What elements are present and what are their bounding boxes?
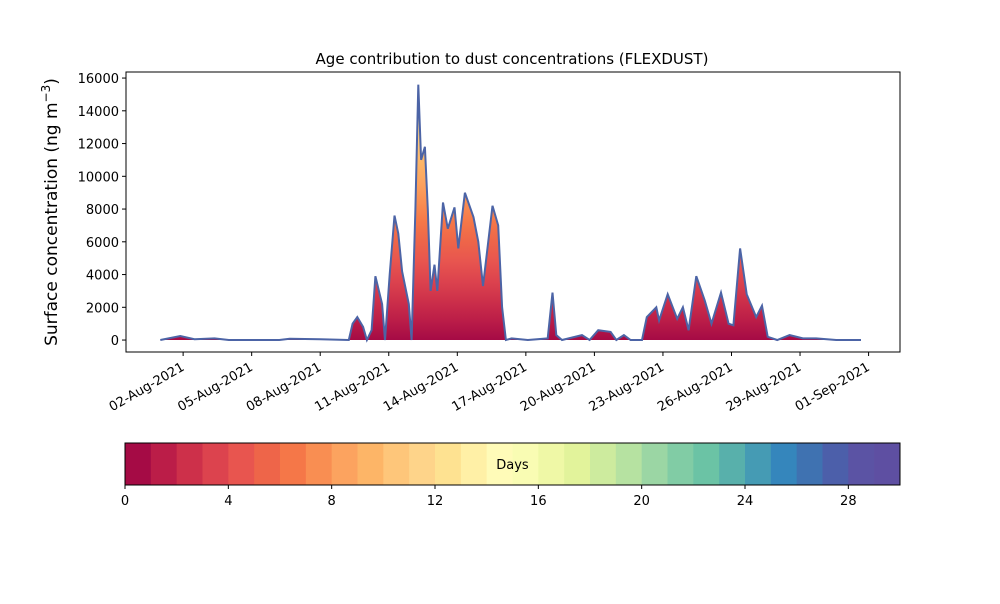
colorbar-tick-label: 28 xyxy=(840,494,857,509)
colorbar-cell xyxy=(667,443,694,485)
colorbar-cell xyxy=(331,443,358,485)
total-line xyxy=(160,84,861,343)
colorbar-cell xyxy=(305,443,333,485)
y-tick-label: 4000 xyxy=(86,269,119,284)
colorbar-cell xyxy=(874,443,901,485)
colorbar-cell xyxy=(796,443,823,485)
colorbar-cell xyxy=(538,443,565,485)
y-axis-label: Surface concentration (ng m−3) xyxy=(39,78,62,346)
colorbar-tick-label: 20 xyxy=(633,494,650,509)
y-tick-label: 0 xyxy=(111,334,119,349)
colorbar-cell xyxy=(280,443,307,485)
colorbar-cell xyxy=(719,443,746,485)
colorbar-cell xyxy=(615,443,643,485)
colorbar-tick-label: 8 xyxy=(328,494,336,509)
chart-title: Age contribution to dust concentrations … xyxy=(316,50,709,68)
x-tick-label: 23-Aug-2021 xyxy=(587,360,667,415)
colorbar-frame xyxy=(124,442,901,486)
colorbar-tick-label: 16 xyxy=(530,494,547,509)
colorbar-cell xyxy=(254,443,281,485)
x-tick-label: 29-Aug-2021 xyxy=(724,360,804,415)
colorbar-cell xyxy=(383,443,410,485)
colorbar-cell xyxy=(357,443,384,485)
y-axis-label-sup: −3 xyxy=(39,85,53,103)
age-area xyxy=(160,84,861,341)
x-tick-label: 08-Aug-2021 xyxy=(244,360,324,415)
colorbar-cell xyxy=(435,443,462,485)
y-tick-label: 14000 xyxy=(78,105,119,120)
colorbar-cell xyxy=(460,443,488,485)
colorbar-label: Days xyxy=(496,458,529,473)
y-axis-label-text: Surface concentration (ng m xyxy=(42,102,62,345)
colorbar-cell xyxy=(770,443,798,485)
colorbar-cell xyxy=(564,443,591,485)
colorbar-tick-label: 4 xyxy=(224,494,232,509)
x-tick-label: 11-Aug-2021 xyxy=(312,360,392,415)
x-tick-label: 02-Aug-2021 xyxy=(107,360,187,415)
colorbar-cell xyxy=(150,443,178,485)
x-tick-label: 17-Aug-2021 xyxy=(450,360,530,415)
y-tick-label: 12000 xyxy=(78,138,119,153)
x-tick-label: 01-Sep-2021 xyxy=(793,360,873,415)
colorbar-cell xyxy=(848,443,875,485)
colorbar-tick-label: 12 xyxy=(427,494,444,509)
colorbar-cell xyxy=(512,443,539,485)
colorbar-cell xyxy=(590,443,617,485)
colorbar-cell xyxy=(125,443,152,485)
y-tick-label: 10000 xyxy=(78,170,119,185)
colorbar-cell xyxy=(641,443,668,485)
x-tick-label: 26-Aug-2021 xyxy=(655,360,735,415)
colorbar-cell xyxy=(176,443,203,485)
y-tick-label: 2000 xyxy=(86,301,119,316)
y-tick-label: 6000 xyxy=(86,236,119,251)
colorbar-cell xyxy=(745,443,772,485)
colorbar-tick-label: 0 xyxy=(121,494,129,509)
y-tick-label: 16000 xyxy=(78,72,119,87)
y-tick-label: 8000 xyxy=(86,203,119,218)
x-tick-label: 20-Aug-2021 xyxy=(518,360,598,415)
x-tick-label: 05-Aug-2021 xyxy=(175,360,255,415)
plot-frame xyxy=(125,71,901,353)
colorbar-cell xyxy=(486,443,513,485)
x-tick-label: 14-Aug-2021 xyxy=(381,360,461,415)
y-axis-label-end: ) xyxy=(42,78,62,85)
colorbar-cell xyxy=(228,443,255,485)
colorbar-cell xyxy=(202,443,229,485)
colorbar-cell xyxy=(409,443,436,485)
colorbar-cell xyxy=(822,443,849,485)
colorbar-tick-label: 24 xyxy=(737,494,754,509)
colorbar-cell xyxy=(693,443,720,485)
